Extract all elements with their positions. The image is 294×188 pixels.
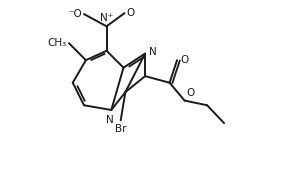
Text: N: N [106,115,114,125]
Text: Br: Br [115,124,126,134]
Text: N⁺: N⁺ [100,13,113,23]
Text: ⁻O: ⁻O [69,9,83,19]
Text: O: O [126,8,134,18]
Text: O: O [186,88,194,98]
Text: N: N [149,47,157,57]
Text: CH₃: CH₃ [48,38,67,48]
Text: O: O [180,55,188,65]
